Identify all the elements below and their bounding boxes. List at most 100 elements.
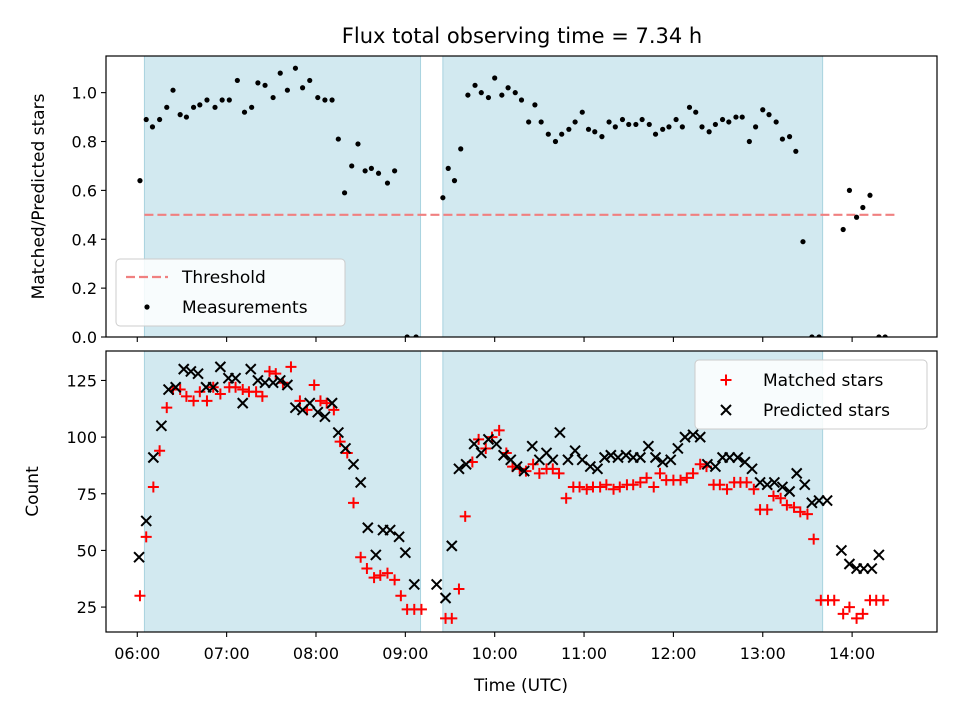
data-point-measurement [585, 126, 592, 132]
x-tick-label: 09:00 [382, 644, 428, 663]
data-point-measurement [341, 190, 348, 196]
data-point-predicted [439, 592, 452, 604]
data-point-predicted [399, 546, 412, 559]
data-point-measurement [626, 121, 632, 128]
data-point-measurement [559, 131, 565, 137]
data-point-measurement [706, 129, 712, 135]
data-point-predicted [185, 365, 197, 378]
data-point-predicted [569, 445, 581, 457]
data-point-matched [634, 476, 646, 488]
data-point-matched [237, 384, 249, 396]
data-point-measurement [867, 192, 873, 198]
data-point-measurement [219, 97, 225, 103]
data-point-predicted [453, 463, 465, 475]
data-point-measurement [485, 94, 492, 101]
data-point-measurement [666, 124, 672, 130]
y-tick-label: 25 [77, 598, 97, 617]
data-point-predicted [672, 442, 684, 455]
data-point-measurement [673, 116, 679, 123]
data-point-measurement [392, 168, 398, 174]
data-point-predicted [192, 367, 204, 380]
data-point-measurement [639, 116, 645, 123]
y-tick-label: 125 [66, 371, 97, 390]
data-point-predicted [709, 460, 722, 473]
data-point-predicted [133, 551, 145, 563]
x-tick-label: 10:00 [472, 644, 518, 663]
data-point-measurement [526, 119, 532, 125]
legend-box [694, 359, 928, 430]
data-point-predicted [274, 374, 286, 387]
data-point-measurement [545, 131, 551, 137]
data-point-predicted [694, 431, 706, 443]
data-point-predicted [605, 449, 617, 461]
data-point-measurement [458, 146, 464, 152]
data-point-matched [308, 379, 320, 391]
data-point-matched [594, 481, 606, 493]
data-point-measurement [773, 119, 779, 125]
data-point-predicted [237, 397, 249, 409]
data-point-measurement [686, 104, 693, 110]
data-point-measurement [579, 109, 585, 115]
panel-ratio: 0.0 0.2 0.4 0.6 0.8 1.0 Matched/Predicted star… [29, 55, 938, 347]
data-point-measurement [606, 119, 612, 125]
data-point-predicted [147, 451, 160, 464]
data-point-measurement [499, 92, 505, 98]
legend-predicted-swatch [720, 404, 732, 416]
data-point-predicted [140, 515, 152, 527]
data-point-measurement [355, 141, 361, 147]
data-point-predicted [642, 440, 655, 452]
data-point-predicted [866, 562, 878, 575]
data-point-measurement [255, 80, 261, 86]
data-point-matched [694, 458, 706, 470]
data-point-matched [446, 612, 458, 624]
data-point-measurement [652, 131, 659, 137]
data-point-predicted [679, 431, 691, 443]
data-point-predicted [843, 558, 856, 570]
data-point-measurement [619, 116, 626, 123]
data-point-matched [627, 479, 639, 491]
data-point-measurement [760, 107, 766, 113]
x-tick-label: 14:00 [829, 644, 875, 663]
y-tick-label: 0.0 [72, 328, 97, 347]
data-point-measurement [234, 77, 240, 84]
data-point-measurement [277, 70, 283, 76]
data-point-matched [654, 467, 666, 479]
data-point-matched [560, 492, 572, 504]
data-point-matched [581, 483, 593, 495]
data-point-measurement [241, 109, 248, 115]
data-point-matched [648, 481, 660, 493]
data-point-predicted [326, 397, 338, 409]
data-point-measurement [472, 82, 478, 88]
data-point-matched [741, 476, 753, 488]
legend-predicted-label: Predicted stars [763, 401, 890, 421]
data-point-predicted [354, 476, 367, 489]
data-point-predicted [634, 451, 647, 464]
data-point-matched [389, 574, 401, 586]
data-point-predicted [289, 401, 302, 414]
data-point-measurement [766, 112, 772, 118]
data-point-measurement [478, 90, 484, 96]
data-point-measurement [451, 178, 458, 184]
data-point-matched [493, 424, 505, 436]
x-tick-label: 06:00 [114, 644, 160, 663]
data-point-measurement [190, 104, 197, 110]
legend-matched-swatch [720, 374, 732, 386]
data-point-matched [154, 445, 166, 457]
data-point-predicted [821, 494, 833, 507]
data-point-measurement [739, 114, 745, 120]
x-tick-label: 08:00 [293, 644, 339, 663]
data-point-matched [361, 563, 373, 575]
x-axis-label: Time (UTC) [473, 676, 568, 696]
legend-measurement-swatch [144, 304, 150, 310]
data-point-predicted [339, 442, 352, 455]
data-point-matched [348, 497, 360, 509]
data-point-predicted [511, 460, 523, 473]
data-point-predicted [754, 476, 766, 489]
data-point-measurement [712, 121, 719, 128]
plot-area [137, 65, 897, 337]
data-point-measurement [137, 178, 143, 184]
data-point-matched [147, 481, 159, 493]
data-point-predicted [612, 451, 624, 464]
data-point-matched [453, 583, 465, 595]
